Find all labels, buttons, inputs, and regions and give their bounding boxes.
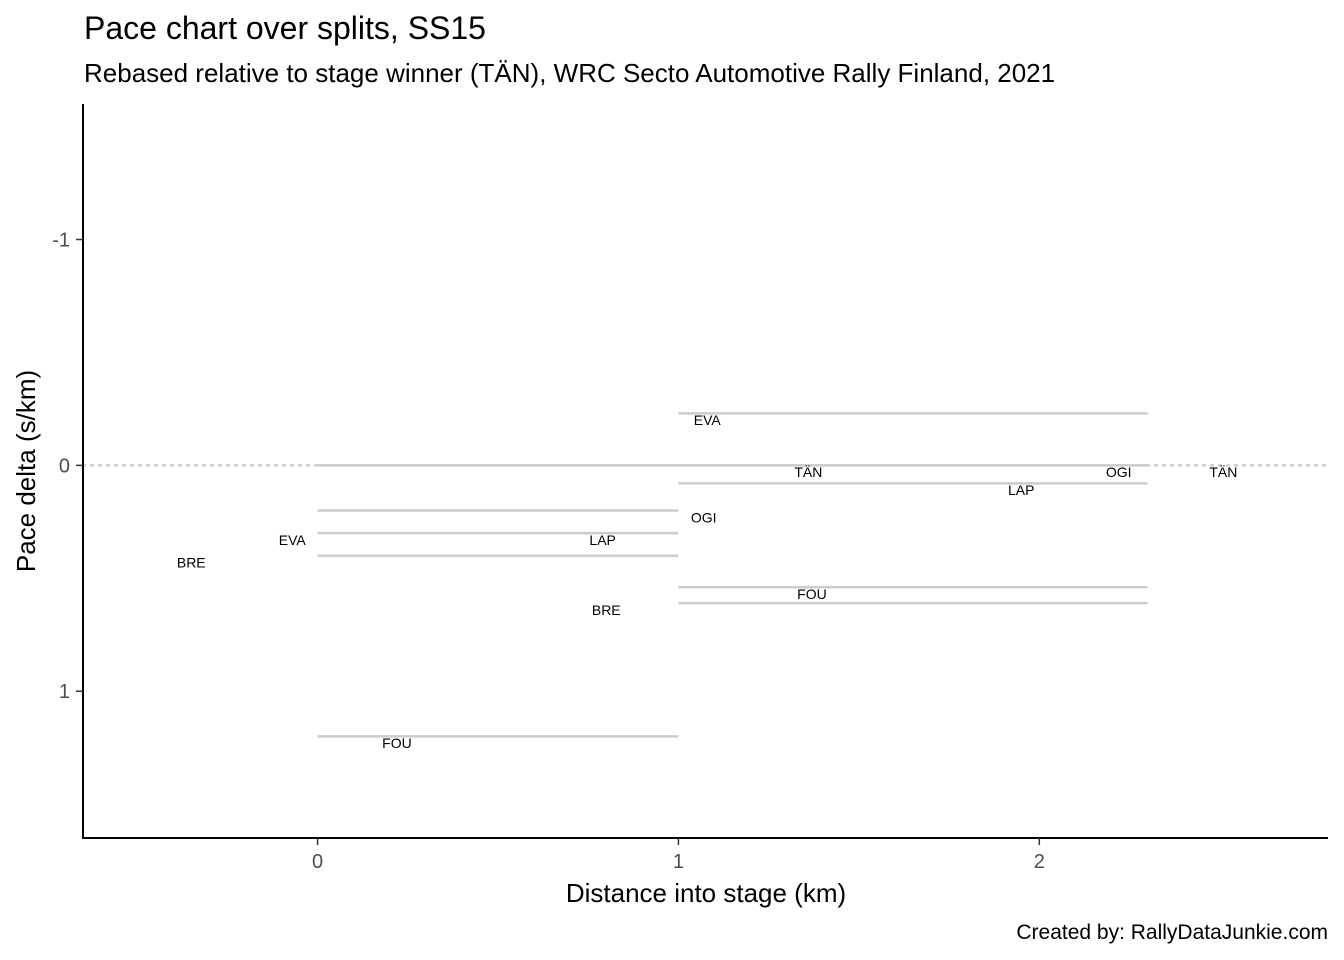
- driver-label: OGI: [691, 509, 717, 525]
- chart-caption: Created by: RallyDataJunkie.com: [1016, 921, 1328, 944]
- driver-label: EVA: [279, 532, 307, 548]
- x-tick-label: 0: [312, 851, 323, 873]
- driver-label: BRE: [592, 602, 621, 618]
- driver-label: BRE: [177, 554, 206, 570]
- chart-title: Pace chart over splits, SS15: [84, 10, 486, 46]
- driver-label: LAP: [1008, 482, 1034, 498]
- chart-subtitle: Rebased relative to stage winner (TÄN), …: [84, 58, 1056, 88]
- y-tick-label: -1: [52, 230, 70, 252]
- x-tick-label: 2: [1034, 851, 1045, 873]
- y-tick-label: 0: [59, 455, 70, 477]
- driver-label: FOU: [797, 586, 827, 602]
- driver-label: TÄN: [1209, 464, 1237, 480]
- driver-label: OGI: [1106, 464, 1132, 480]
- driver-label: EVA: [694, 412, 722, 428]
- driver-label: TÄN: [794, 464, 822, 480]
- driver-label: FOU: [382, 735, 412, 751]
- y-tick-label: 1: [59, 681, 70, 703]
- x-axis-title: Distance into stage (km): [566, 878, 846, 908]
- x-tick-label: 1: [673, 851, 684, 873]
- driver-label: LAP: [589, 532, 615, 548]
- y-axis-title: Pace delta (s/km): [11, 370, 41, 572]
